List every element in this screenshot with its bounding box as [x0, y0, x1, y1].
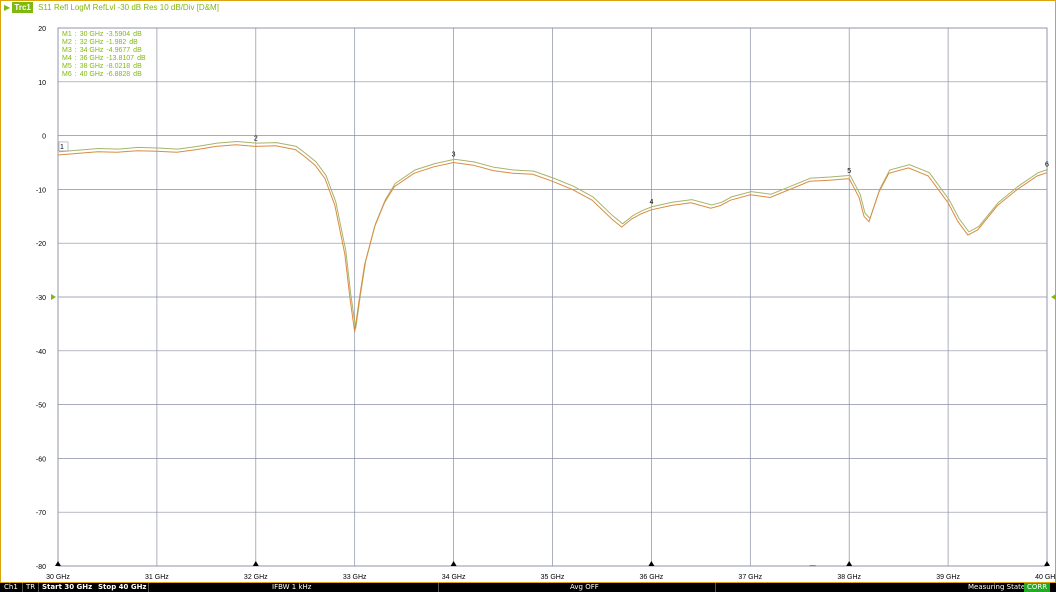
s11-trace-line[interactable]	[57, 144, 1048, 333]
reference-level-indicators	[51, 294, 1056, 567]
trace-badge[interactable]: Trc1	[12, 2, 33, 13]
marker-number[interactable]: 4	[649, 199, 653, 206]
x-axis-ticks: 30 GHz 31 GHz 32 GHz 33 GHz 34 GHz 35 GHz 36 G…	[46, 574, 1056, 581]
y-tick-label: 20	[38, 26, 46, 33]
marker-position-triangle[interactable]	[648, 561, 655, 566]
x-tick-label: 39 GHz	[936, 574, 960, 581]
marker-position-triangle[interactable]	[1044, 561, 1050, 566]
marker-readout: M5:38 GHz -8.0218 dB	[62, 63, 142, 70]
correction-badge[interactable]: CORR	[1024, 583, 1051, 592]
trace-arrow-icon: ▶	[4, 3, 11, 12]
x-tick-label: 33 GHz	[343, 574, 367, 581]
grid	[57, 27, 1048, 567]
marker-readout: M3:34 GHz -4.9677 dB	[62, 47, 142, 54]
marker-number[interactable]: 2	[254, 135, 258, 142]
marker-number[interactable]: 5	[847, 168, 851, 175]
separator	[38, 583, 39, 592]
scroll-indicator	[809, 565, 816, 567]
x-tick-label: 32 GHz	[244, 574, 268, 581]
separator	[438, 583, 439, 592]
stop-frequency[interactable]: Stop 40 GHz	[98, 583, 147, 591]
status-bar: Ch1 TR Start 30 GHz Stop 40 GHz IFBW 1 k…	[0, 583, 1056, 592]
marker-position-triangle[interactable]	[55, 561, 61, 566]
y-tick-label: -30	[36, 295, 46, 302]
x-tick-label: 30 GHz	[46, 574, 70, 581]
ref-level-left-icon	[51, 294, 56, 300]
y-tick-label: 0	[42, 134, 46, 141]
active-marker-box[interactable]	[58, 141, 69, 152]
x-tick-label: 37 GHz	[738, 574, 762, 581]
start-frequency[interactable]: Start 30 GHz	[42, 583, 93, 591]
ref-level-right-icon	[1051, 294, 1056, 300]
marker-readout: M4:36 GHz -13.8107 dB	[62, 55, 146, 62]
y-tick-label: -50	[36, 403, 46, 410]
marker-number[interactable]: 6	[1045, 162, 1049, 169]
measuring-state-label: Measuring State	[968, 583, 1026, 591]
ifbw-label[interactable]: IFBW 1 kHz	[272, 583, 312, 591]
separator	[715, 583, 716, 592]
y-tick-label: -40	[36, 349, 46, 356]
trace-mode-label[interactable]: TR	[26, 583, 36, 591]
separator	[148, 583, 149, 592]
y-tick-label: -70	[36, 510, 46, 517]
x-tick-label: 38 GHz	[837, 574, 861, 581]
marker-readout: M6:40 GHz -6.8828 dB	[62, 71, 142, 78]
trace-layer[interactable]	[57, 140, 1049, 333]
averaging-label[interactable]: Avg OFF	[570, 583, 599, 591]
memory-trace-line[interactable]	[58, 140, 1049, 329]
marker-layer[interactable]: 1 2 3 4 5 6	[55, 135, 1050, 566]
x-tick-label: 34 GHz	[442, 574, 466, 581]
marker-number[interactable]: 1	[60, 144, 64, 151]
x-tick-label: 35 GHz	[541, 574, 565, 581]
marker-readout: M1:30 GHz -3.5904 dB	[62, 31, 142, 38]
y-tick-label: 10	[38, 80, 46, 87]
marker-readout: M2:32 GHz -1.982 dB	[62, 39, 138, 46]
channel-label[interactable]: Ch1	[4, 583, 18, 591]
y-tick-label: -80	[36, 564, 46, 571]
y-tick-label: -60	[36, 456, 46, 463]
y-tick-label: -10	[36, 187, 46, 194]
trace-header[interactable]: ▶ Trc1 S11 Refl LogM RefLvl -30 dB Res 1…	[4, 1, 219, 15]
plot-border	[57, 27, 1048, 567]
marker-position-triangle[interactable]	[450, 561, 457, 566]
x-tick-label: 31 GHz	[145, 574, 169, 581]
marker-position-triangle[interactable]	[252, 561, 259, 566]
x-tick-label: 36 GHz	[640, 574, 664, 581]
separator	[22, 583, 23, 592]
y-axis-ticks: 20 10 0 -10 -20 -30 -40 -50 -60 -70 -80	[36, 26, 46, 571]
trace-description: S11 Refl LogM RefLvl -30 dB Res 10 dB/Di…	[38, 3, 219, 12]
marker-position-triangle[interactable]	[846, 561, 853, 566]
marker-number[interactable]: 3	[452, 151, 456, 158]
y-tick-label: -20	[36, 241, 46, 248]
x-tick-label: 40 GHz	[1035, 574, 1056, 581]
